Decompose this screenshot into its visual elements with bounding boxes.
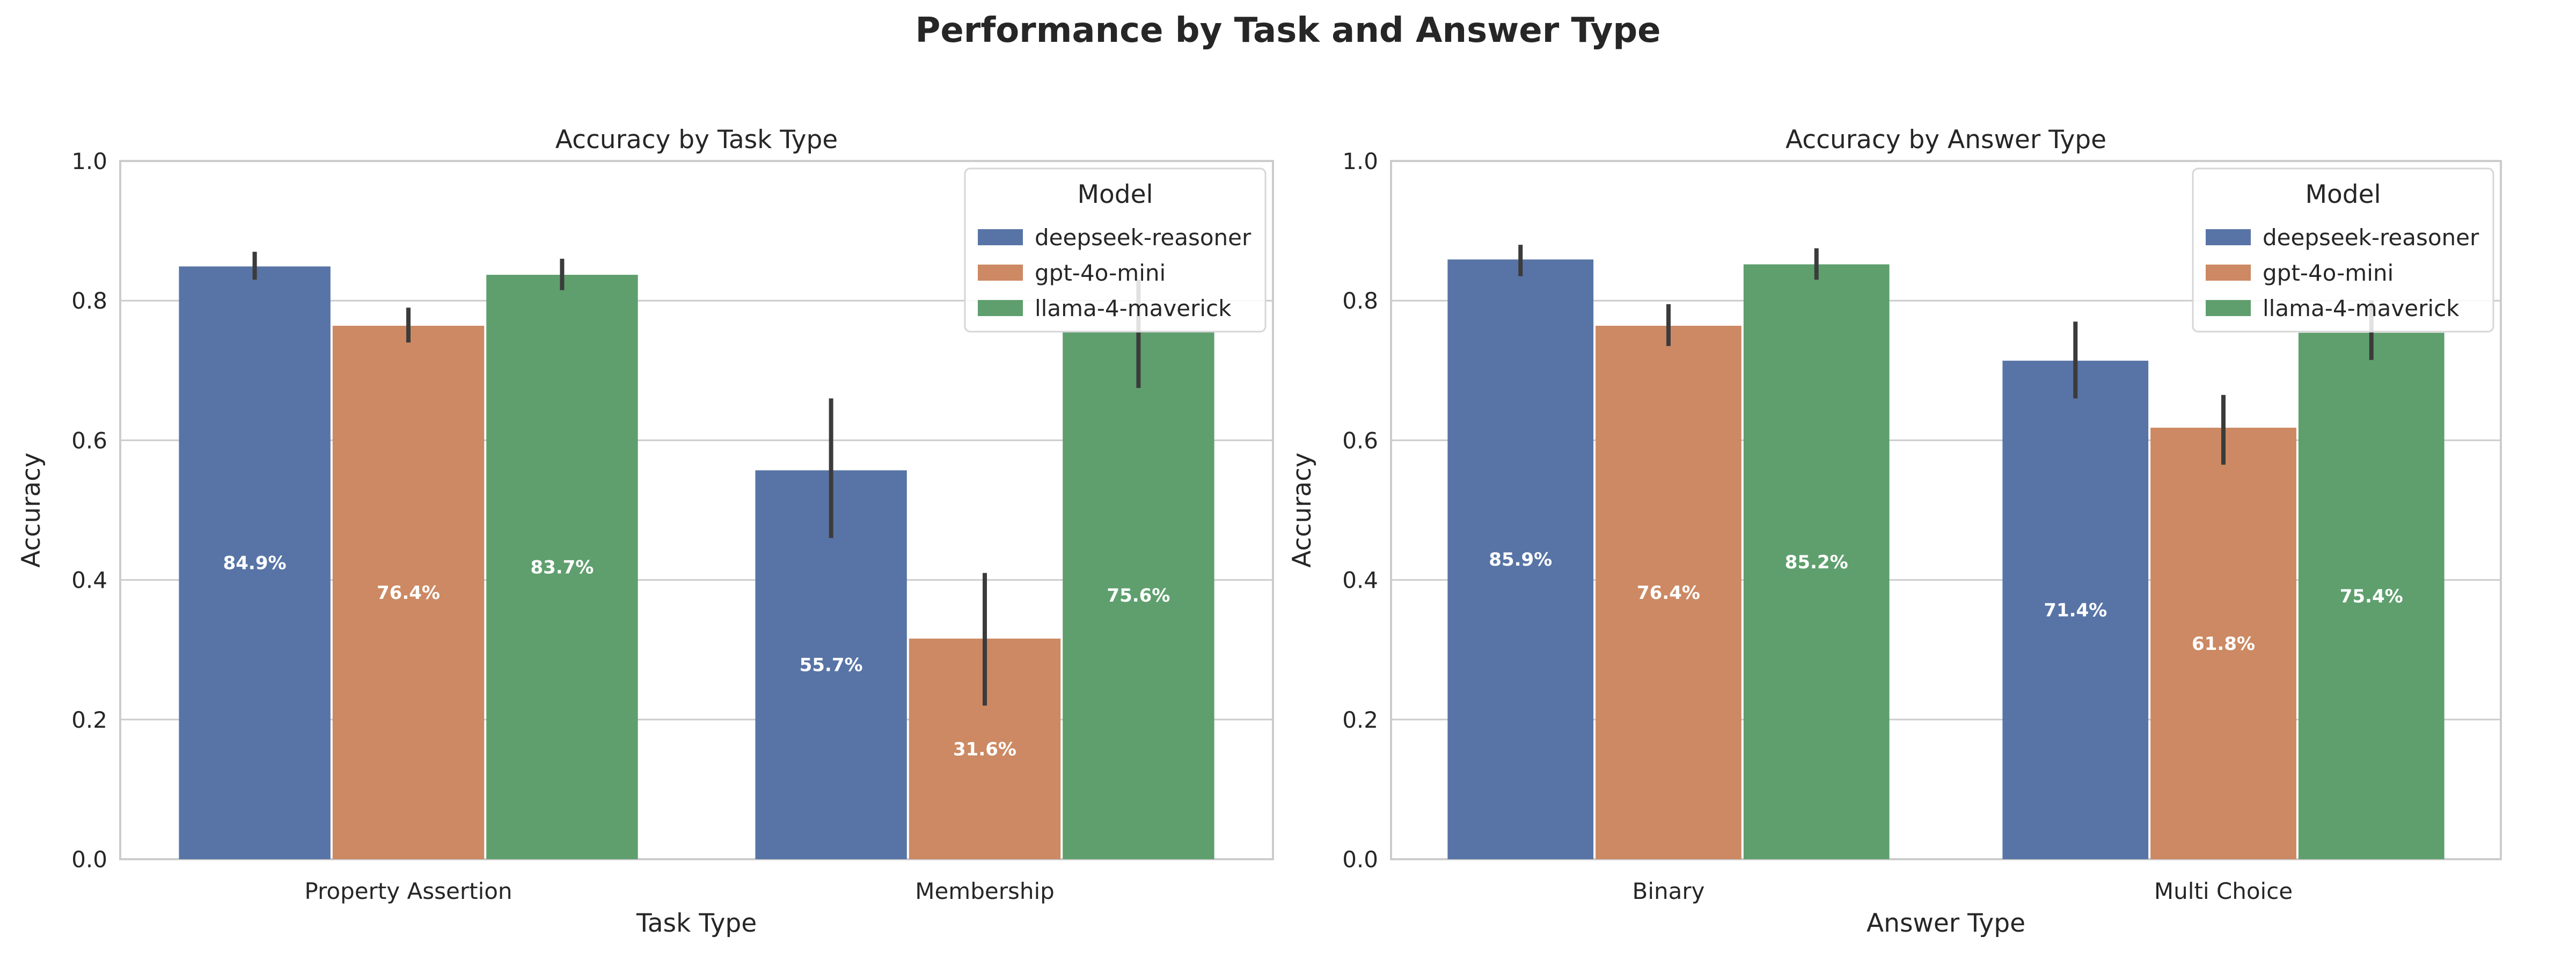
legend: Model deepseek-reasoner gpt-4o-mini llama-4…: [964, 167, 1267, 333]
x-tick-label: Multi Choice: [2154, 878, 2293, 904]
bar-value-label: 55.7%: [800, 655, 863, 676]
bar-value-label: 31.6%: [953, 738, 1016, 760]
bar-value-label: 84.9%: [223, 553, 287, 574]
panel-title: Accuracy by Answer Type: [1785, 125, 2106, 155]
bar-llama-4-maverick-multi-choice: [2298, 333, 2445, 859]
plot-frame: [119, 160, 1274, 860]
legend-box: [2192, 167, 2494, 333]
legend-title: Model: [2305, 180, 2381, 209]
chart-panel-2: 0.0 0.2 0.4 0.6 0.8 1.0 85.9% 76.4% 85.2% Binary 7…: [1287, 125, 2502, 938]
x-tick-label: Membership: [915, 878, 1055, 904]
y-tick-label: 1.0: [1342, 148, 1378, 174]
bar-value-label: 61.8%: [2192, 633, 2255, 655]
bar-deepseek-reasoner-multi-choice: [2002, 361, 2149, 859]
y-tick-label: 0.6: [1342, 427, 1378, 453]
chart-panels: 0.0 0.2 0.4 0.6 0.8 1.0 84.9% 76.4% 83.7% Propert…: [17, 125, 2502, 938]
bar-value-label: 76.4%: [1637, 582, 1700, 604]
bar-llama-4-maverick-membership: [1063, 331, 1214, 859]
figure-title: Performance by Task and Answer Type: [915, 11, 1660, 50]
bar-llama-4-maverick-property-assertion: [486, 275, 638, 859]
legend: Model deepseek-reasoner gpt-4o-mini llama-4…: [2192, 167, 2494, 333]
bar-value-label: 71.4%: [2044, 600, 2107, 621]
y-tick-label: 1.0: [71, 148, 107, 174]
y-tick-label: 0.4: [71, 567, 107, 594]
y-tick-label: 0.0: [1342, 846, 1378, 873]
x-axis-label: Task Type: [636, 909, 757, 938]
x-tick-label: Binary: [1633, 878, 1705, 904]
bar-gpt-4o-mini-property-assertion: [332, 326, 485, 859]
legend-item-label: deepseek-reasoner: [1035, 224, 1252, 251]
legend-item-label: gpt-4o-mini: [1035, 260, 1166, 286]
y-axis-label: Accuracy: [17, 452, 46, 568]
y-tick-label: 0.0: [71, 846, 107, 873]
bar-value-label: 75.6%: [1107, 585, 1170, 606]
bar-value-label: 76.4%: [377, 582, 440, 604]
bar-value-label: 75.4%: [2340, 586, 2403, 608]
x-tick-label: Property Assertion: [304, 878, 512, 904]
legend-swatch-llama-4-maverick: [2206, 300, 2251, 316]
legend-swatch-deepseek-reasoner: [978, 229, 1023, 245]
y-tick-label: 0.8: [71, 288, 107, 314]
legend-title: Model: [1077, 180, 1153, 209]
plot-frame: [1390, 160, 2502, 860]
y-tick-label: 0.2: [1342, 707, 1378, 733]
y-tick-label: 0.4: [1342, 567, 1378, 594]
y-tick-label: 0.2: [71, 707, 107, 733]
legend-item-label: deepseek-reasoner: [2263, 224, 2479, 251]
legend-item-label: llama-4-maverick: [1035, 295, 1232, 321]
bar-deepseek-reasoner-binary: [1447, 259, 1594, 859]
legend-swatch-gpt-4o-mini: [978, 265, 1023, 281]
x-axis-label: Answer Type: [1867, 909, 2025, 938]
bar-gpt-4o-mini-multi-choice: [2150, 427, 2296, 859]
bar-value-label: 83.7%: [530, 557, 594, 579]
panel-title: Accuracy by Task Type: [555, 125, 838, 155]
bar-llama-4-maverick-binary: [1743, 264, 1890, 860]
y-tick-label: 0.6: [71, 427, 107, 453]
legend-swatch-llama-4-maverick: [978, 300, 1023, 316]
y-tick-label: 0.8: [1342, 288, 1378, 314]
bar-value-label: 85.9%: [1489, 549, 1552, 570]
chart-panel-1: 0.0 0.2 0.4 0.6 0.8 1.0 84.9% 76.4% 83.7% Propert…: [17, 125, 1274, 938]
legend-item-label: llama-4-maverick: [2263, 295, 2460, 321]
legend-box: [964, 167, 1267, 333]
bar-value-label: 85.2%: [1785, 552, 1848, 573]
legend-swatch-deepseek-reasoner: [2206, 229, 2251, 245]
bar-deepseek-reasoner-property-assertion: [179, 266, 331, 860]
y-axis-label: Accuracy: [1287, 452, 1317, 568]
bar-gpt-4o-mini-binary: [1596, 326, 1741, 859]
legend-item-label: gpt-4o-mini: [2263, 260, 2394, 286]
legend-swatch-gpt-4o-mini: [2206, 265, 2251, 281]
